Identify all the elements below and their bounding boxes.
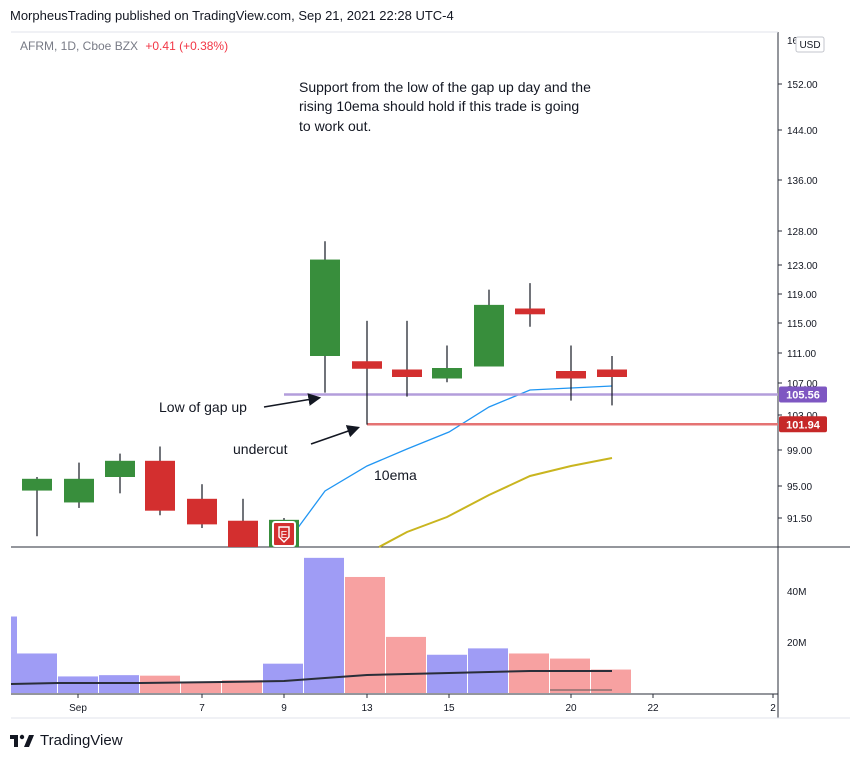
candle-body — [145, 460, 175, 511]
candle-body — [515, 308, 545, 315]
time-tick-label: 9 — [281, 703, 287, 714]
price-level-tag-bg — [779, 386, 827, 403]
price-level-tag: 101.94 — [779, 416, 827, 433]
candle-body — [556, 371, 586, 379]
annotation-support-line-1: Support from the low of the gap up day a… — [299, 79, 591, 95]
annotation-support-line-2: rising 10ema should hold if this trade i… — [299, 98, 579, 114]
volume-bar — [17, 653, 57, 693]
volume-bar — [181, 681, 221, 693]
price-tick-label: 99.00 — [787, 446, 812, 457]
price-tick-label: 128.00 — [787, 227, 818, 238]
candles — [22, 241, 627, 547]
volume-bar — [550, 658, 590, 693]
annotation-low-of-gap-up: Low of gap up — [159, 399, 247, 415]
candle — [392, 320, 422, 397]
volume-bar — [468, 648, 508, 693]
ema-slow-line — [378, 457, 613, 548]
candle — [105, 453, 135, 494]
currency-label: USD — [799, 40, 820, 51]
price-tick-label: 152.00 — [787, 80, 818, 91]
currency-badge[interactable]: USD — [795, 36, 825, 53]
price-level-tag-label: 105.56 — [786, 390, 820, 402]
candle-body — [64, 478, 94, 503]
volume-bar — [140, 675, 180, 693]
annotation-undercut: undercut — [233, 441, 288, 457]
candle-body — [474, 304, 504, 367]
price-tick-label: 111.00 — [787, 349, 817, 360]
candle-body — [22, 478, 52, 491]
symbol-change: +0.41 (+0.38%) — [145, 39, 229, 53]
annotation-10ema: 10ema — [374, 467, 417, 483]
price-tick-label: 107.00 — [787, 379, 818, 390]
volume-bar — [304, 557, 344, 693]
candle-body — [187, 498, 217, 525]
candle-body — [432, 368, 462, 379]
volume-bar — [509, 653, 549, 693]
horizontal-levels — [284, 393, 778, 426]
volume-bar — [263, 663, 303, 693]
tradingview-brand-label: TradingView — [40, 732, 123, 749]
earnings-marker[interactable]: E — [272, 521, 296, 547]
price-tick-label: 119.00 — [787, 290, 817, 301]
arrow-low-of-gap-up — [263, 393, 322, 408]
volume-bar — [591, 669, 631, 693]
time-tick-label: 22 — [647, 703, 659, 714]
candle — [22, 477, 52, 537]
price-level-tag: 105.56 — [779, 386, 827, 403]
candle-body — [352, 361, 382, 369]
price-tick-label: 115.00 — [787, 319, 817, 330]
candle — [310, 241, 340, 393]
candle — [228, 498, 258, 547]
price-tick-label: 136.00 — [787, 176, 818, 187]
candle — [352, 320, 382, 425]
symbol-name: AFRM, 1D, Cboe BZX — [20, 39, 139, 53]
candle-body — [597, 369, 627, 377]
candle — [432, 345, 462, 383]
candle — [64, 462, 94, 508]
price-tick-label: 144.00 — [787, 126, 818, 137]
moving-averages — [296, 385, 613, 548]
published-header: MorpheusTrading published on TradingView… — [10, 8, 454, 23]
time-tick-label: 15 — [443, 703, 455, 714]
arrow-undercut — [310, 425, 361, 445]
volume-tick-label: 40M — [787, 587, 806, 598]
annotation-support-line-3: to work out. — [299, 118, 371, 134]
volume-ma-line — [10, 670, 612, 685]
price-level-tag-bg — [779, 416, 827, 433]
time-tick-label: 13 — [361, 703, 373, 714]
candle — [515, 283, 545, 327]
candle — [145, 446, 175, 516]
time-tick-label: 7 — [199, 703, 205, 714]
candle-body — [310, 259, 340, 356]
candle-body — [105, 460, 135, 477]
symbol-legend[interactable]: AFRM, 1D, Cboe BZX +0.41 (+0.38%) — [20, 39, 228, 53]
volume-bar — [222, 680, 262, 693]
candle — [474, 289, 504, 367]
time-tick-label: Sep — [69, 703, 87, 714]
ema10-line — [296, 385, 613, 530]
price-tick-label: 91.50 — [787, 514, 812, 525]
price-tick-label: 95.00 — [787, 482, 812, 493]
time-tick-label: 20 — [565, 703, 577, 714]
volume-bar — [58, 676, 98, 693]
candle — [187, 484, 217, 529]
volume-bar — [99, 675, 139, 693]
time-tick-label: 2 — [770, 703, 776, 714]
candle-body — [392, 369, 422, 377]
volume-bar — [386, 636, 426, 693]
price-level-tag-label: 101.94 — [786, 419, 821, 431]
candle-body — [228, 520, 258, 547]
volume-tick-label: 20M — [787, 638, 806, 649]
candle — [556, 345, 586, 401]
footer-brand[interactable]: TradingView — [10, 732, 123, 749]
price-tick-label: 123.00 — [787, 261, 818, 272]
volume-bar — [345, 576, 385, 693]
earnings-letter: E — [281, 530, 288, 541]
candle — [597, 356, 627, 406]
volume-bar — [11, 616, 17, 693]
volume-pane — [10, 557, 631, 693]
tradingview-logo-icon — [10, 734, 34, 747]
